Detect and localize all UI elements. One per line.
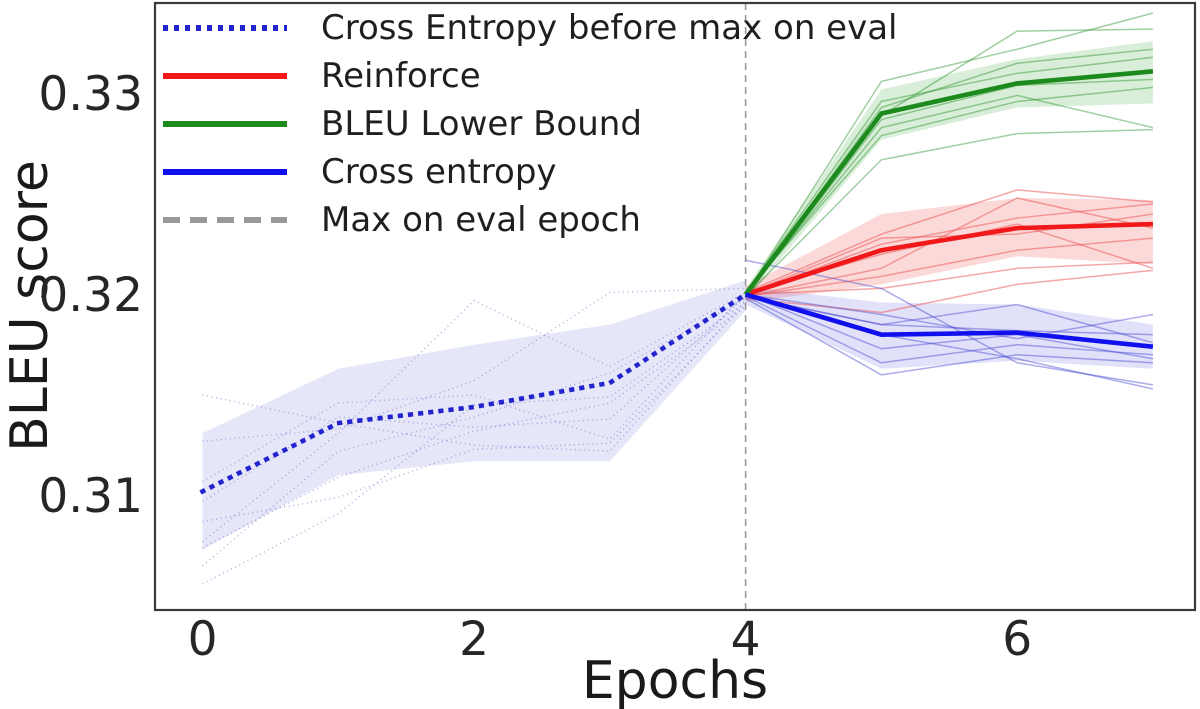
run-line — [745, 197, 1154, 298]
band-solid — [745, 41, 1153, 301]
legend-label: Reinforce — [321, 56, 481, 96]
legend-label: Max on eval epoch — [321, 200, 641, 240]
run-line — [202, 287, 746, 442]
run-line — [745, 261, 1153, 296]
legend-swatch-gray-dashed-icon — [163, 217, 287, 223]
band-dotted — [202, 280, 746, 550]
run-line — [745, 94, 1154, 295]
run-line — [202, 297, 746, 567]
legend-item-bleu-lower-bound: BLEU Lower Bound — [163, 100, 898, 148]
mean-line — [744, 292, 1154, 349]
legend-label: Cross Entropy before max on eval — [321, 8, 898, 48]
legend-item-cross-entropy: Cross entropy — [163, 148, 898, 196]
y-tick-label: 0.32 — [38, 268, 143, 324]
run-line — [202, 291, 746, 543]
run-line — [745, 128, 1153, 297]
run-line — [745, 78, 1153, 297]
legend-item-ce-before: Cross Entropy before max on eval — [163, 4, 898, 52]
run-line — [745, 295, 1153, 364]
run-line — [745, 86, 1153, 293]
legend-item-max-on-eval: Max on eval epoch — [163, 196, 898, 244]
legend-item-reinforce: Reinforce — [163, 52, 898, 100]
legend-swatch-red-line-icon — [163, 73, 287, 79]
x-tick-label: 0 — [187, 612, 218, 667]
run-line — [745, 237, 1153, 298]
legend-swatch-green-line-icon — [163, 121, 287, 127]
run-line — [202, 305, 747, 549]
x-tick-label: 2 — [459, 612, 489, 667]
run-line — [202, 291, 747, 483]
run-line — [745, 297, 1153, 376]
legend-label: Cross entropy — [321, 152, 557, 192]
x-tick-label: 6 — [1002, 612, 1033, 667]
run-line — [745, 269, 1153, 314]
run-line — [202, 301, 747, 585]
x-tick-label: 4 — [730, 612, 761, 667]
run-line — [745, 293, 1154, 340]
band-solid — [745, 286, 1153, 369]
plot-spines — [153, 1, 1197, 612]
band-solid — [745, 197, 1153, 303]
y-tick-label: 0.31 — [38, 469, 143, 525]
x-axis-label: Epochs — [581, 651, 769, 709]
run-line — [745, 189, 1153, 294]
run-line — [745, 293, 1154, 360]
run-line — [202, 299, 747, 452]
mean-line — [743, 69, 1154, 296]
mean-line — [744, 221, 1153, 297]
run-line — [744, 12, 1154, 295]
legend-swatch-blue-line-icon — [163, 169, 287, 175]
run-line — [745, 295, 1154, 344]
legend: Cross Entropy before max on eval Reinfor… — [163, 4, 898, 244]
mean-line — [199, 291, 749, 495]
run-line — [745, 203, 1153, 296]
legend-label: BLEU Lower Bound — [321, 104, 642, 144]
legend-swatch-dotted-blue-icon — [163, 25, 287, 31]
y-tick-label: 0.33 — [38, 67, 143, 123]
run-line — [744, 56, 1153, 293]
run-line — [745, 295, 1153, 336]
